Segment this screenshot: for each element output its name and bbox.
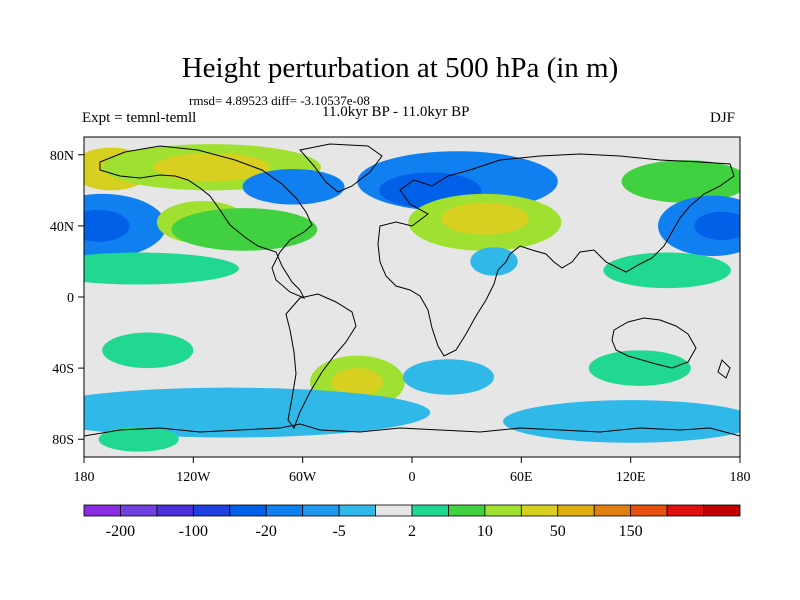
colorbar-box [265, 504, 304, 517]
colorbar-box [192, 504, 231, 517]
colorbar-box [411, 504, 449, 517]
colorbar-box [338, 504, 376, 517]
map-axes: 180 120W 60W 0 60E 120E 180 80N 40N 0 40S 80S [50, 149, 751, 485]
colorbar-box [666, 504, 704, 517]
lat-tick-label: 40S [52, 362, 74, 377]
anomaly-field [84, 144, 740, 452]
colorbar-box [83, 504, 121, 517]
colorbar-box [302, 504, 340, 517]
period-label: 11.0kyr BP - 11.0kyr BP [322, 104, 470, 120]
anomaly-region-13 [470, 247, 518, 276]
colorbar-box [156, 504, 194, 517]
lon-tick-label: 180 [74, 470, 95, 485]
anomaly-region-14 [621, 160, 740, 203]
anomaly-region-5 [84, 209, 130, 242]
lon-tick-label: 60E [510, 470, 533, 485]
colorbar-label: 10 [477, 523, 493, 540]
lat-tick-label: 40N [50, 220, 74, 235]
coastlines [84, 143, 740, 437]
colorbar-box [520, 504, 559, 517]
stats-text: rmsd= 4.89523 diff= -3.10537e-08 [189, 93, 370, 108]
colorbar-box [557, 504, 595, 517]
lon-tick-label: 180 [730, 470, 751, 485]
chart-title: Height perturbation at 500 hPa (in m) [181, 52, 619, 84]
anomaly-region-21 [402, 359, 495, 395]
anomaly-region-12 [441, 202, 529, 235]
anomaly-region-24 [503, 400, 740, 443]
anomaly-region-16 [694, 211, 740, 241]
colorbar-label: -200 [106, 523, 135, 540]
season-label: DJF [710, 110, 736, 126]
lon-tick-label: 120W [176, 470, 211, 485]
anomaly-region-8 [84, 252, 239, 285]
lat-tick-label: 0 [67, 291, 74, 306]
colorbar-box [703, 504, 741, 517]
colorbar-label: 2 [408, 523, 416, 540]
lon-tick-label: 120E [616, 470, 646, 485]
colorbar-label: 150 [619, 523, 643, 540]
colorbar-label: -100 [179, 523, 208, 540]
lon-tick-label: 60W [289, 470, 317, 485]
anomaly-region-22 [588, 350, 691, 386]
anomaly-region-7 [171, 208, 318, 251]
anomaly-region-17 [603, 252, 731, 289]
colorbar-label: 50 [550, 523, 566, 540]
anomaly-region-2 [153, 153, 270, 182]
lon-tick-label: 0 [409, 470, 416, 485]
colorbar-box [593, 504, 632, 517]
anomaly-region-18 [102, 332, 194, 369]
colorbar-box [229, 504, 267, 517]
colorbar-box [120, 504, 158, 517]
map-plot-area [84, 137, 740, 457]
lat-tick-label: 80N [50, 149, 74, 164]
colorbar: -200 -100 -20 -5 2 10 50 150 [83, 504, 741, 540]
anomaly-region-3 [242, 169, 345, 205]
anomaly-region-25 [98, 426, 179, 452]
experiment-label: Expt = temnl-temll [82, 110, 197, 126]
lat-tick-label: 80S [52, 433, 74, 448]
colorbar-box [484, 504, 522, 517]
colorbar-label: -5 [332, 523, 345, 540]
colorbar-label: -20 [256, 523, 277, 540]
anomaly-region-20 [331, 368, 383, 397]
anomaly-region-23 [84, 387, 431, 438]
colorbar-box [630, 504, 668, 517]
colorbar-box [448, 504, 486, 517]
colorbar-box [375, 504, 413, 517]
